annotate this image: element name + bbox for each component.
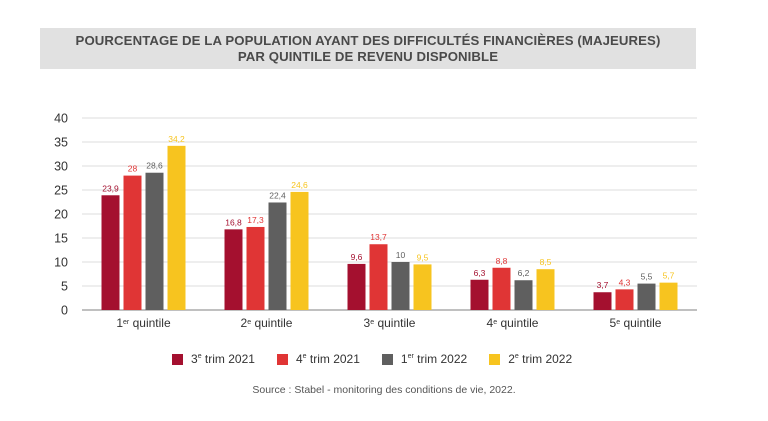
legend-item: 1er trim 2022 <box>381 352 468 366</box>
bar <box>413 264 432 310</box>
data-label: 6,3 <box>474 268 486 278</box>
legend-swatch <box>276 353 288 365</box>
category-label: 2e quintile <box>241 316 293 330</box>
bar <box>145 172 164 310</box>
legend-swatch <box>489 353 501 365</box>
category-label: 1er quintile <box>116 316 171 330</box>
data-label: 5,7 <box>663 271 675 281</box>
data-label: 17,3 <box>247 215 264 225</box>
bar <box>593 292 612 310</box>
data-label: 13,7 <box>370 232 387 242</box>
data-label: 8,8 <box>496 256 508 266</box>
data-label: 5,5 <box>641 272 653 282</box>
bar <box>514 280 533 310</box>
y-tick-label: 40 <box>54 112 68 126</box>
bar <box>536 269 555 310</box>
data-label: 6,2 <box>518 268 530 278</box>
bar <box>246 226 265 310</box>
y-tick-label: 25 <box>54 184 68 198</box>
data-label: 10 <box>396 250 406 260</box>
y-tick-label: 10 <box>54 256 68 270</box>
data-label: 3,7 <box>597 280 609 290</box>
bar <box>123 175 142 310</box>
data-label: 4,3 <box>619 277 631 287</box>
data-label: 24,6 <box>291 180 308 190</box>
y-tick-label: 0 <box>61 304 68 318</box>
chart-title-line-1: POURCENTAGE DE LA POPULATION AYANT DES D… <box>75 32 661 48</box>
data-label: 28 <box>128 164 138 174</box>
bar <box>101 195 120 310</box>
bar <box>659 282 678 310</box>
bar <box>615 289 634 310</box>
data-label: 28,6 <box>146 161 163 171</box>
legend-swatch <box>381 353 393 365</box>
category-label: 5e quintile <box>610 316 662 330</box>
chart-title-line-2: PAR QUINTILE DE REVENU DISPONIBLE <box>237 48 499 64</box>
source-note: Source : Stabel - monitoring des conditi… <box>252 384 516 396</box>
legend-item: 3e trim 2021 <box>172 352 255 366</box>
legend-swatch <box>172 353 183 365</box>
category-label: 4e quintile <box>487 316 539 330</box>
data-label: 9,6 <box>351 252 363 262</box>
bar <box>347 263 366 310</box>
legend-label: 2e trim 2022 <box>508 352 573 366</box>
legend-label: 3e trim 2021 <box>191 352 255 366</box>
bar <box>268 202 287 310</box>
y-tick-label: 30 <box>54 160 68 174</box>
bar <box>167 145 186 310</box>
bar <box>637 283 656 310</box>
bar <box>391 262 410 310</box>
y-tick-label: 35 <box>54 136 68 150</box>
chart-legend: 3e trim 2021 4e trim 2021 1er trim 2022 2e … <box>172 350 594 368</box>
data-label: 23,9 <box>102 183 119 193</box>
bar <box>369 244 388 310</box>
y-tick-label: 5 <box>61 280 68 294</box>
bar <box>224 229 243 310</box>
data-label: 9,5 <box>417 252 429 262</box>
data-label: 34,2 <box>168 134 185 144</box>
legend-item: 2e trim 2022 <box>489 352 572 366</box>
data-label: 22,4 <box>269 190 286 200</box>
y-tick-label: 15 <box>54 232 68 246</box>
bar <box>470 279 489 310</box>
chart-title-banner: POURCENTAGE DE LA POPULATION AYANT DES D… <box>40 28 696 69</box>
bar <box>290 191 309 310</box>
data-label: 8,5 <box>540 257 552 267</box>
legend-item: 4e trim 2021 <box>276 352 360 366</box>
legend-label: 4e trim 2021 <box>295 352 360 366</box>
bar <box>492 267 511 310</box>
category-label: 3e quintile <box>364 316 416 330</box>
y-tick-label: 20 <box>54 208 68 222</box>
legend-label: 1er trim 2022 <box>400 352 468 366</box>
data-label: 16,8 <box>225 217 242 227</box>
